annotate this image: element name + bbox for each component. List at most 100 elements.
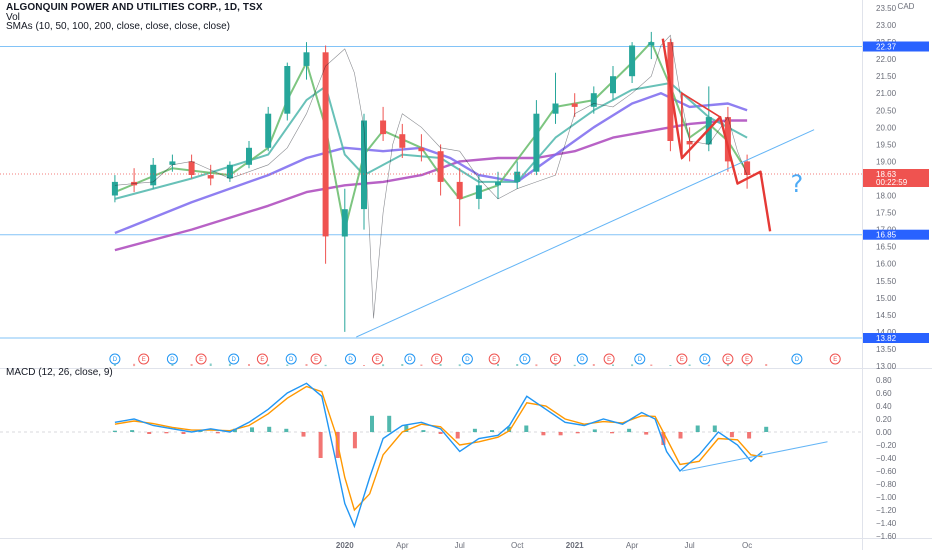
volume-bar [286, 364, 289, 366]
event-marker-letter: D [580, 357, 585, 363]
event-marker-letter: E [833, 357, 837, 363]
time-axis-tick-label: 2021 [566, 541, 584, 550]
volume-bar [248, 364, 250, 366]
macd-histogram-bar [267, 426, 272, 432]
earnings-marker[interactable]: E [550, 353, 561, 365]
dividend-marker[interactable]: D [228, 353, 240, 365]
price-axis-tick-label: 15.50 [876, 277, 897, 286]
event-marker-letter: D [170, 357, 175, 363]
dividend-marker[interactable]: D [519, 353, 531, 365]
event-marker-letter: E [142, 357, 146, 363]
event-marker-letter: D [638, 357, 643, 363]
candle-body [629, 45, 636, 77]
price-tag-countdown: 00:22:59 [876, 178, 908, 187]
volume-bar [516, 364, 519, 366]
time-axis-tick-label: 2020 [336, 541, 354, 550]
event-marker-circle [741, 353, 753, 365]
macd-legend-label: MACD (12, 26, close, 9) [6, 367, 113, 378]
macd-histogram-bar [541, 432, 546, 436]
dividend-marker[interactable]: D [791, 353, 803, 365]
volume-bar [497, 364, 499, 366]
candle-body [648, 42, 655, 46]
price-axis-tick-label: 17.50 [876, 209, 897, 218]
event-marker-letter: E [435, 357, 439, 363]
event-marker-letter: E [260, 357, 264, 363]
price-axis-tick-label: 22.00 [876, 55, 897, 64]
price-axis-tick-label: 16.50 [876, 243, 897, 252]
dividend-marker[interactable]: D [345, 353, 356, 365]
macd-axis-tick-label: −0.20 [876, 441, 897, 450]
price-axis-tick-label: 15.00 [876, 294, 897, 303]
earnings-marker[interactable]: E [310, 353, 322, 365]
macd-histogram-bar [455, 432, 460, 439]
dividend-marker[interactable]: D [699, 353, 711, 365]
event-marker-circle [699, 353, 711, 365]
price-axis-tick-label: 23.00 [876, 21, 897, 30]
earnings-marker[interactable]: E [603, 353, 615, 365]
support-trendline[interactable] [356, 129, 815, 338]
price-axis-tick-label: 21.00 [876, 89, 897, 98]
earnings-marker[interactable]: E [431, 353, 443, 365]
candle-body [207, 175, 214, 179]
price-tag-box [863, 229, 929, 240]
earnings-marker[interactable]: E [488, 353, 500, 365]
dividend-marker[interactable]: D [404, 353, 416, 365]
candle-body [226, 164, 233, 179]
price-axis-tick-label: 19.50 [876, 140, 897, 149]
event-marker-circle [829, 353, 841, 365]
candle-body [686, 141, 693, 145]
candle-body [533, 113, 540, 172]
macd-histogram-bar [250, 427, 254, 432]
event-marker-circle [404, 353, 416, 365]
candle-body [475, 185, 482, 199]
dividend-marker[interactable]: D [634, 353, 646, 365]
dividend-marker[interactable]: D [461, 353, 473, 365]
event-marker-circle [676, 353, 688, 365]
drawn-projection-path[interactable] [661, 38, 772, 232]
macd-histogram-bar [661, 432, 666, 445]
candle-body [552, 103, 559, 114]
sma-legend-label: SMAs (10, 50, 100, 200, close, close, cl… [6, 21, 230, 32]
event-marker-circle [722, 353, 734, 365]
volume-bar [554, 364, 557, 366]
macd-axis-tick-label: −1.60 [876, 532, 897, 541]
earnings-marker[interactable]: E [829, 353, 841, 365]
volume-bar [458, 364, 461, 367]
macd-histogram-bar [472, 428, 477, 433]
earnings-marker[interactable]: E [741, 353, 753, 365]
dividend-marker[interactable]: D [109, 353, 121, 365]
earnings-marker[interactable]: E [256, 353, 268, 365]
candle-body [111, 181, 118, 196]
price-tag-box [863, 41, 929, 52]
event-marker-circle [634, 353, 646, 365]
price-tag-box [863, 169, 929, 187]
price-axis-tick-label: 20.50 [876, 106, 897, 115]
macd-histogram-bar [729, 432, 734, 438]
candle-body [590, 93, 597, 107]
event-marker-circle [345, 353, 356, 365]
candle-body [322, 52, 329, 237]
dividend-marker[interactable]: D [285, 353, 297, 365]
volume-bar [420, 364, 423, 366]
event-marker-circle [603, 353, 615, 365]
macd-trendline[interactable] [681, 441, 828, 472]
chart-title: ALGONQUIN POWER AND UTILITIES CORP., 1D,… [6, 2, 263, 13]
earnings-marker[interactable]: E [676, 353, 688, 365]
event-marker-circle [371, 353, 383, 365]
event-marker-letter: D [289, 357, 294, 363]
event-marker-letter: D [232, 357, 237, 363]
candle-body [571, 103, 578, 107]
earnings-marker[interactable]: E [371, 353, 383, 365]
dividend-marker[interactable]: D [166, 353, 178, 365]
event-marker-letter: E [199, 357, 203, 363]
time-axis: 2020 Apr Jul Oct 2021 Apr Jul Oc [336, 541, 752, 550]
event-marker-letter: D [523, 357, 528, 363]
volume-bar [324, 364, 327, 367]
earnings-marker[interactable]: E [195, 353, 207, 365]
earnings-marker[interactable]: E [138, 353, 150, 365]
earnings-marker[interactable]: E [722, 353, 734, 365]
dividend-marker[interactable]: D [576, 353, 588, 365]
macd-axis-tick-label: 0.60 [876, 389, 892, 398]
macd-axis-tick-label: 0.40 [876, 402, 892, 411]
